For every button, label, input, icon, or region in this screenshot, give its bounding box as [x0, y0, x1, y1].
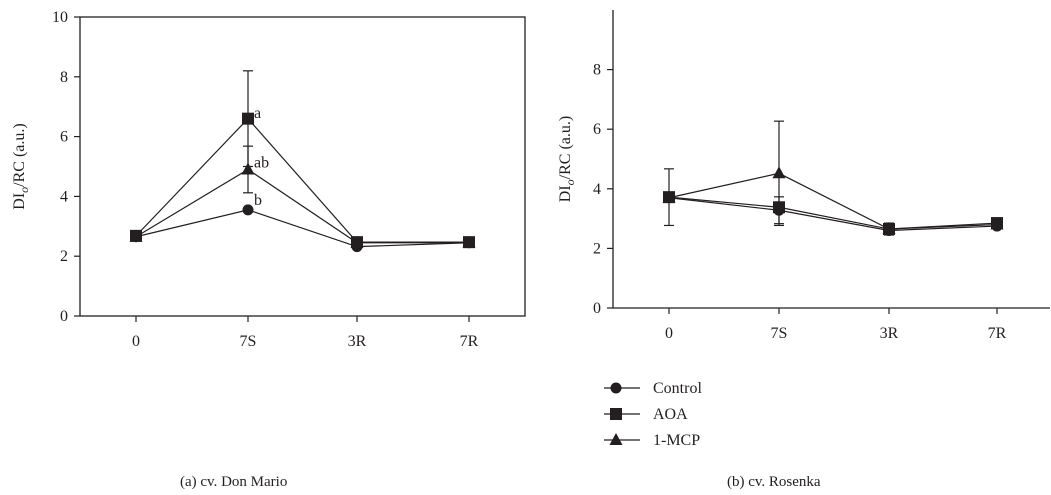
- panel-b-xtick-label-7s: 7S: [771, 325, 788, 342]
- panel-a-line-aoa: [135, 117, 469, 243]
- panel-b-line-control: [668, 197, 998, 232]
- panel-b-y-axis-title-rest: /RC (a.u.): [557, 116, 574, 180]
- panel-b-ytick-label-4: 4: [593, 181, 601, 198]
- panel-a-plot-frame: [79, 16, 526, 317]
- panel-a-y-axis-title-main: DI: [11, 193, 28, 210]
- panel-b-xtick-label-7r: 7R: [988, 325, 1007, 342]
- panel-a-xtick-label-0: 0: [132, 333, 140, 350]
- panel-b-point-1-mcp-0: [662, 190, 676, 203]
- panel-b-y-axis-title-main: DI: [557, 185, 574, 202]
- panel-b-ytick-label-2: 2: [593, 240, 601, 257]
- panel-a-annotation-a: a: [254, 105, 261, 122]
- panel-a-xtick-label-7r: 7R: [460, 333, 479, 350]
- panel-a-point-control-7s: [242, 204, 254, 216]
- panel-b-point-1-mcp-7r: [990, 217, 1004, 230]
- panel-b-point-1-mcp-7s: [772, 166, 786, 179]
- panel-a-ytick-label-2: 2: [60, 248, 68, 265]
- legend-label-aoa: AOA: [653, 406, 688, 423]
- panel-a-annotation-b: b: [254, 192, 262, 209]
- panel-a-xtick-label-7s: 7S: [240, 333, 257, 350]
- panel-a-ytick-label-0: 0: [60, 308, 68, 325]
- panel-a-ytick-label-8: 8: [60, 69, 68, 86]
- panel-a-point-1-mcp-0: [129, 229, 143, 242]
- panel-a-line-control: [135, 209, 470, 248]
- panel-b-xtick-label-0: 0: [665, 325, 673, 342]
- legend-marker-control: [610, 382, 622, 394]
- legend-label-control: Control: [653, 380, 702, 397]
- panel-a-point-1-mcp-7s: [241, 162, 255, 175]
- panel-b-point-1-mcp-3r: [882, 222, 896, 235]
- panel-a-ytick-label-6: 6: [60, 129, 68, 146]
- panel-b-xtick-label-3r: 3R: [880, 325, 899, 342]
- panel-b-ytick-label-0: 0: [593, 300, 601, 317]
- panel-a-xtick-label-3r: 3R: [348, 333, 367, 350]
- panel-a-annotation-ab: ab: [254, 155, 269, 172]
- panel-b-line-1-mcp: [668, 172, 998, 230]
- legend-label-1-mcp: 1-MCP: [653, 432, 700, 449]
- panel-b-y-axis-title-sub: o: [563, 179, 577, 185]
- panel-a-point-1-mcp-3r: [350, 235, 364, 248]
- panel-b-rosenka: 0 2 4 6 8 0 7S 3R 7R DIo/RC (a.u.): [557, 10, 1050, 342]
- panel-b-y-axis-title: DIo/RC (a.u.): [557, 116, 577, 202]
- legend: Control AOA 1-MCP: [604, 380, 702, 449]
- panel-a-ytick-label-4: 4: [60, 188, 68, 205]
- caption-a: (a) cv. Don Mario: [180, 474, 287, 490]
- panel-a-line-1-mcp: [135, 168, 469, 244]
- panel-b-point-aoa-7s: [773, 201, 785, 214]
- panel-a-point-1-mcp-7r: [462, 235, 476, 248]
- panel-b-ytick-label-8: 8: [593, 62, 601, 79]
- panel-a-ytick-label-10: 10: [52, 9, 68, 26]
- panel-a-y-axis-title: DIo/RC (a.u.): [11, 123, 31, 209]
- panel-a-y-axis-title-rest: /RC (a.u.): [11, 123, 28, 187]
- panel-b-ytick-label-6: 6: [593, 121, 601, 138]
- legend-marker-aoa: [610, 408, 622, 420]
- caption-b: (b) cv. Rosenka: [727, 474, 821, 490]
- panel-a-point-aoa-7s: [242, 112, 254, 125]
- panel-b-line-aoa: [668, 196, 998, 230]
- legend-marker-1-mcp: [609, 433, 623, 445]
- panel-a-don-mario: 0 2 4 6 8 10 0 7S 3R 7R DIo/RC (a.u.) a ab b: [11, 9, 526, 350]
- panel-a-y-axis-title-sub: o: [17, 187, 31, 193]
